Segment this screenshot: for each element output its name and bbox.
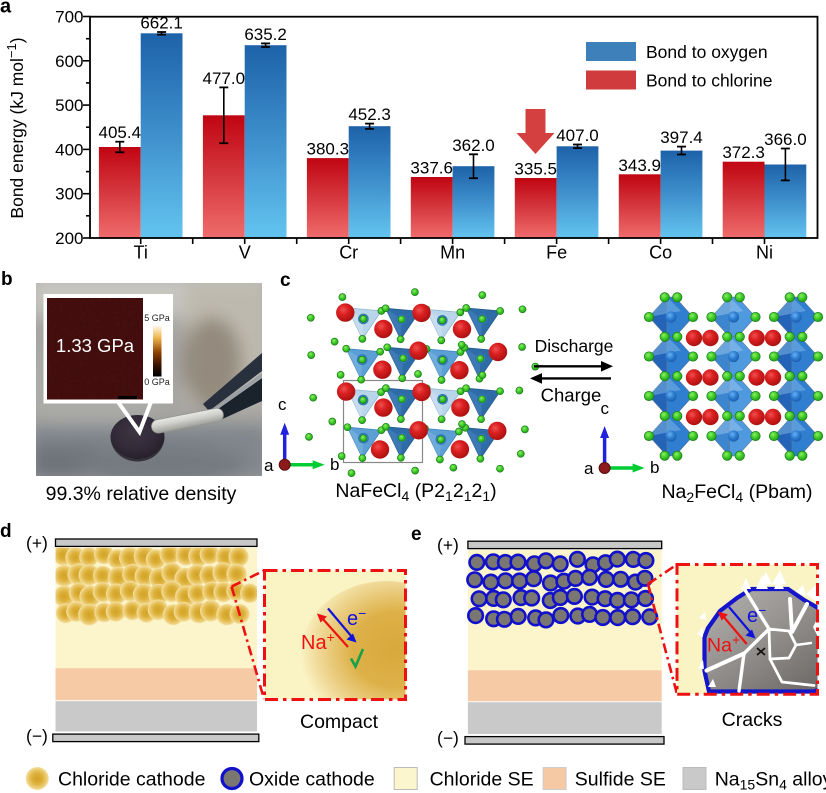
svg-text:(−): (−) <box>26 726 48 746</box>
svg-text:Fe: Fe <box>546 243 567 263</box>
svg-text:407.0: 407.0 <box>556 126 599 145</box>
svg-text:d: d <box>0 521 12 542</box>
svg-text:(+): (+) <box>26 533 48 553</box>
svg-text:Co: Co <box>649 243 672 263</box>
svg-text:343.9: 343.9 <box>618 156 661 175</box>
svg-text:c: c <box>278 395 287 414</box>
svg-text:397.4: 397.4 <box>660 128 703 147</box>
svg-text:b: b <box>330 455 339 474</box>
svg-text:c: c <box>280 270 291 291</box>
svg-text:452.3: 452.3 <box>348 105 391 124</box>
svg-text:Cr: Cr <box>339 243 358 263</box>
svg-text:Charge: Charge <box>541 385 602 406</box>
svg-text:400: 400 <box>55 140 83 159</box>
svg-text:Oxide cathode: Oxide cathode <box>249 769 375 791</box>
svg-text:366.0: 366.0 <box>764 130 807 149</box>
svg-text:(−): (−) <box>437 728 459 748</box>
svg-text:a: a <box>584 459 594 478</box>
svg-text:Ti: Ti <box>134 243 148 263</box>
svg-text:Na2FeCl4 (Pbam): Na2FeCl4 (Pbam) <box>661 481 812 505</box>
svg-text:372.3: 372.3 <box>722 143 765 162</box>
svg-text:337.6: 337.6 <box>410 159 453 178</box>
svg-text:635.2: 635.2 <box>244 25 287 44</box>
svg-text:V: V <box>239 243 251 263</box>
svg-text:b: b <box>1 269 13 290</box>
svg-text:5 GPa: 5 GPa <box>144 313 170 323</box>
svg-text:477.0: 477.0 <box>203 69 246 88</box>
svg-text:362.0: 362.0 <box>452 136 495 155</box>
svg-text:500: 500 <box>55 96 83 115</box>
svg-text:700: 700 <box>55 8 83 27</box>
svg-text:Bond to oxygen: Bond to oxygen <box>646 42 768 62</box>
svg-text:600: 600 <box>55 52 83 71</box>
svg-text:NaFeCl4 (P212121): NaFeCl4 (P212121) <box>335 480 496 504</box>
svg-text:Sulfide SE: Sulfide SE <box>575 769 666 791</box>
svg-text:Discharge: Discharge <box>535 336 614 356</box>
svg-text:Na15Sn4 alloy: Na15Sn4 alloy <box>715 769 826 793</box>
svg-text:335.5: 335.5 <box>514 160 557 179</box>
svg-text:0 GPa: 0 GPa <box>144 377 170 387</box>
svg-text:Bond energy (kJ mol−1): Bond energy (kJ mol−1) <box>4 37 28 218</box>
svg-text:a: a <box>264 456 274 475</box>
svg-text:Mn: Mn <box>440 243 465 263</box>
svg-text:405.4: 405.4 <box>99 123 142 142</box>
svg-text:Chloride cathode: Chloride cathode <box>58 769 205 791</box>
svg-text:99.3% relative density: 99.3% relative density <box>46 483 237 505</box>
svg-text:(+): (+) <box>437 535 459 555</box>
svg-text:b: b <box>650 458 659 477</box>
svg-text:300: 300 <box>55 185 83 204</box>
svg-text:662.1: 662.1 <box>140 14 183 33</box>
svg-text:Ni: Ni <box>756 243 773 263</box>
svg-text:Chloride SE: Chloride SE <box>430 769 534 791</box>
svg-text:1.33 GPa: 1.33 GPa <box>56 335 135 356</box>
svg-text:Compact: Compact <box>300 711 379 733</box>
svg-text:a: a <box>0 0 12 18</box>
svg-text:Bond to chlorine: Bond to chlorine <box>646 71 772 91</box>
svg-text:380.3: 380.3 <box>307 140 350 159</box>
svg-text:c: c <box>601 399 610 418</box>
svg-text:e: e <box>411 524 422 545</box>
svg-text:200: 200 <box>55 229 83 248</box>
svg-text:Cracks: Cracks <box>722 709 783 731</box>
